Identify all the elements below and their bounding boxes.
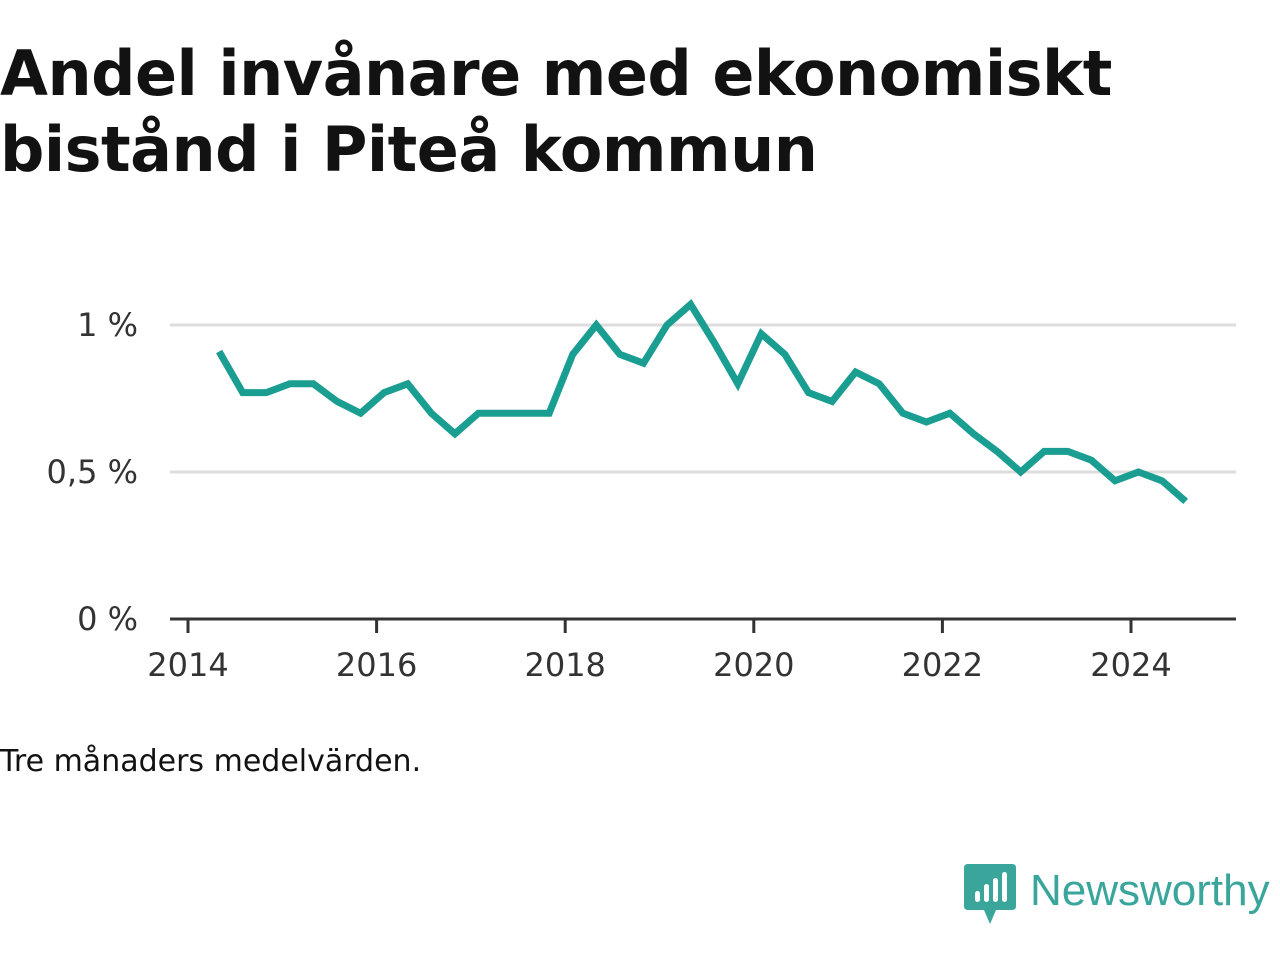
data-point: [239, 389, 246, 396]
data-point: [1182, 498, 1189, 505]
data-point: [1159, 477, 1166, 484]
data-point: [923, 419, 930, 426]
data-point: [333, 398, 340, 405]
data-point: [876, 380, 883, 387]
data-point: [946, 410, 953, 417]
series-layer: [216, 299, 1189, 505]
newsworthy-logo[interactable]: Newsworthy: [964, 864, 1270, 928]
x-tick-label: 2020: [713, 646, 794, 684]
data-point: [1064, 448, 1071, 455]
y-tick-label: 1 %: [77, 306, 138, 344]
data-point: [711, 339, 718, 346]
data-point: [781, 351, 788, 358]
x-tick-label: 2014: [147, 646, 228, 684]
x-tick-label: 2016: [336, 646, 417, 684]
data-point: [522, 410, 529, 417]
data-point: [404, 380, 411, 387]
data-point: [216, 348, 223, 355]
y-tick-label: 0 %: [77, 600, 138, 638]
data-point: [593, 322, 600, 329]
x-axis-ticks: [186, 619, 1133, 633]
data-point: [428, 410, 435, 417]
data-point: [805, 389, 812, 396]
data-point: [994, 448, 1001, 455]
data-point: [852, 369, 859, 376]
x-tick-label: 2022: [902, 646, 983, 684]
y-tick-label: 0,5 %: [47, 453, 138, 491]
data-point: [286, 380, 293, 387]
x-axis-labels: 2014 2016 2018 2020 2022 2024: [147, 646, 1171, 684]
data-point: [829, 398, 836, 405]
data-point: [381, 389, 388, 396]
data-point: [569, 351, 576, 358]
data-point: [899, 410, 906, 417]
chart-title: Andel invånare med ekonomiskt bistånd i …: [0, 37, 1112, 186]
y-axis-labels: 0 % 0,5 % 1 %: [47, 306, 138, 638]
data-point: [1041, 448, 1048, 455]
data-point: [451, 430, 458, 437]
data-point: [616, 351, 623, 358]
x-tick-label: 2018: [524, 646, 605, 684]
data-point: [758, 330, 765, 337]
data-point: [475, 410, 482, 417]
data-point: [1088, 457, 1095, 464]
series-line: [216, 299, 1189, 505]
data-point: [970, 430, 977, 437]
data-point: [664, 322, 671, 329]
data-point: [1017, 469, 1024, 476]
data-point: [1135, 469, 1142, 476]
x-tick-label: 2024: [1090, 646, 1171, 684]
data-point: [263, 389, 270, 396]
brand-name: Newsworthy: [1030, 866, 1270, 915]
data-point: [1111, 477, 1118, 484]
data-point: [310, 380, 317, 387]
chart-caption: Tre månaders medelvärden.: [0, 744, 422, 779]
data-point: [499, 410, 506, 417]
data-point: [640, 360, 647, 367]
data-point: [687, 301, 694, 308]
bar-chart-speech-bubble-icon: [964, 864, 1016, 924]
data-point: [357, 410, 364, 417]
data-point: [734, 380, 741, 387]
data-point: [546, 410, 553, 417]
